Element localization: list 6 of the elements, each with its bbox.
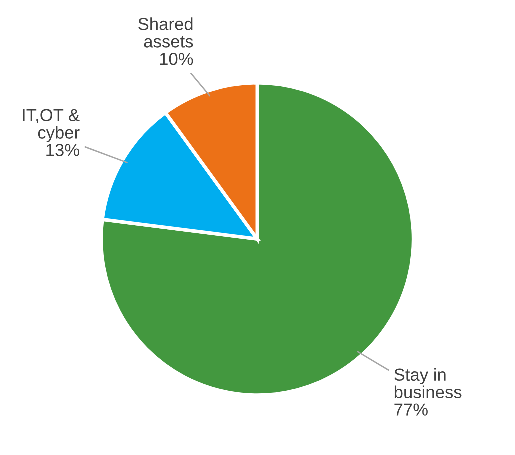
data-label: 10% xyxy=(160,52,194,66)
slice-label: Stay in business xyxy=(394,368,462,398)
data-label: 13% xyxy=(46,144,80,156)
data-label: 77% xyxy=(394,404,428,416)
slice-label: Shared assets xyxy=(138,18,194,48)
slice-label: IT,OT & cyber xyxy=(23,109,80,142)
